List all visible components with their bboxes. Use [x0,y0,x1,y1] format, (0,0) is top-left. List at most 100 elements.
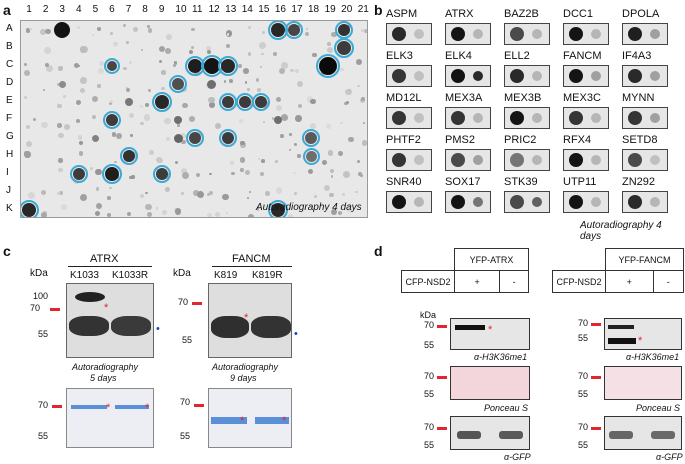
background-spot [40,190,46,196]
fancm-gfp-band-1 [609,431,633,439]
protein-name: MEX3B [504,92,542,104]
background-spot [215,123,222,130]
background-spot [188,116,195,122]
background-spot [106,212,111,217]
column-number: 3 [59,4,65,15]
background-spot [214,211,221,217]
background-spot [147,212,153,217]
background-spot [40,28,47,35]
blot-spot [451,153,465,167]
atrx-cb-tick-55: 55 [37,431,48,441]
blot-spot [591,29,601,39]
blot-spot [392,69,406,83]
blot-spot [510,69,524,83]
background-spot [256,87,262,93]
fancm-70-marker [192,302,202,305]
background-spot [229,79,233,83]
protein-blot-box [622,191,668,213]
background-spot [58,167,63,173]
protein-name: SNR40 [386,176,422,188]
background-spot [146,24,151,28]
background-spot [208,96,215,104]
background-spot [112,132,117,137]
background-spot [357,84,360,88]
row-letter: D [6,77,14,88]
highlight-ring [302,129,320,147]
background-spot [77,25,81,29]
background-spot [147,28,153,33]
atrx-70-marker [50,308,60,311]
atrx-coomassie-band-2 [115,405,149,409]
blot-spot [569,69,583,83]
background-spot [78,151,84,156]
background-spot [176,123,180,127]
background-spot [24,96,28,100]
blot-spot [414,155,424,165]
background-spot [25,140,33,148]
background-spot [208,101,215,108]
blot-spot [532,29,542,39]
atrx-star: * [104,302,109,314]
background-spot [175,208,182,215]
background-spot [295,115,302,122]
background-spot [361,28,365,32]
protein-name: RFX4 [563,134,592,146]
background-spot [244,169,251,176]
background-spot [208,190,213,195]
background-spot [193,189,200,196]
row-letter: B [6,41,13,52]
background-spot [95,203,102,210]
background-spot [331,31,337,38]
background-spot [298,103,303,108]
background-spot [278,68,285,75]
background-spot [109,99,113,103]
background-spot [361,140,367,146]
background-spot [128,113,134,119]
highlight-ring [235,93,254,111]
atrx-lane-1: K1033 [70,270,99,281]
background-spot [92,96,99,103]
blot-spot [392,111,406,125]
blot-spot [392,195,406,209]
fancm-cb-star-2: * [282,415,287,427]
background-spot [238,64,243,69]
fancm-coomassie-blot [208,388,292,448]
column-number: 7 [125,4,132,15]
fancm-d-tick55: 55 [577,333,588,343]
highlight-ring [315,54,340,78]
background-spot [91,114,96,119]
column-number: 8 [142,4,148,15]
background-spot [127,212,132,217]
panel-b-caption: Autoradiography 4 days [580,220,662,242]
background-spot [309,98,316,105]
background-spot [206,49,211,54]
blot-spot [650,197,660,207]
blot-spot [414,29,424,39]
dark-spot [54,22,71,38]
background-spot [58,132,65,139]
background-spot [109,186,112,190]
fancm-h3k36me1-blot [604,318,682,350]
background-spot [58,158,63,164]
dark-spot [92,134,100,142]
background-spot [275,187,283,194]
fancm-caption-2: 9 days [230,373,257,383]
background-spot [206,213,212,217]
atrx-cb-70-marker [52,405,62,408]
background-spot [129,175,133,179]
blot-spot [532,71,542,81]
blot-spot [510,111,524,125]
background-spot [248,214,255,217]
protein-blot-box [563,107,609,129]
column-number: 11 [192,4,203,15]
protein-blots-grid: ASPM ATRX BAZ2B DCC1 DPOLA ELK3 ELK4 ELL2 FANCM I… [386,8,684,213]
background-spot [222,193,229,201]
protein-name: PMS2 [445,134,475,146]
atrx-title-line [68,266,152,267]
blot-spot [414,197,424,207]
background-spot [338,211,343,215]
row-letter: G [6,131,14,142]
background-spot [244,80,248,84]
background-spot [139,193,145,199]
column-number: 5 [92,4,99,15]
